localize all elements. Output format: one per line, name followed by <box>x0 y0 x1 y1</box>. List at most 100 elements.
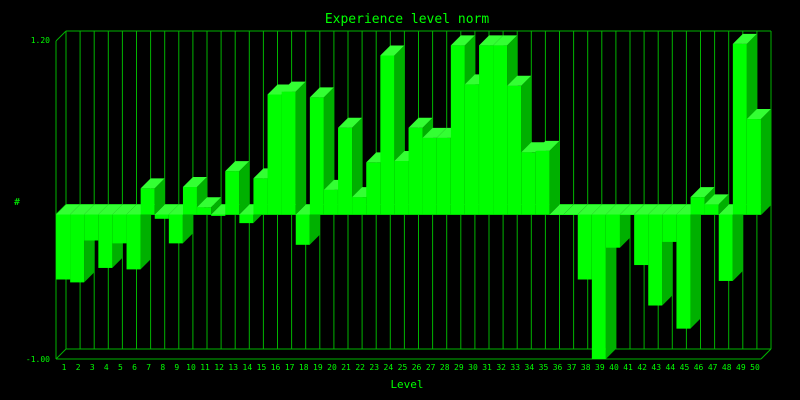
x-tick-label: 44 <box>666 363 676 372</box>
x-tick-label: 31 <box>482 363 492 372</box>
x-tick-label: 47 <box>708 363 718 372</box>
bar-front <box>366 162 381 215</box>
x-tick-label: 36 <box>553 363 563 372</box>
bar-41 <box>620 204 645 215</box>
bar-top <box>479 35 504 46</box>
bar-top <box>634 204 659 215</box>
bar-17 <box>281 81 306 215</box>
bar-front <box>591 214 606 359</box>
depth-line <box>760 204 772 215</box>
depth-line <box>55 348 67 360</box>
bar-top <box>225 161 250 172</box>
x-axis-label: Level <box>390 378 423 391</box>
bar-36 <box>549 204 574 215</box>
x-tick-label: 30 <box>468 363 478 372</box>
bar-front <box>493 45 508 215</box>
x-tick-label: 40 <box>609 363 619 372</box>
x-tick-label: 49 <box>736 363 746 372</box>
x-tick-label: 9 <box>174 363 179 372</box>
bar-50 <box>746 109 771 215</box>
bar-top <box>182 176 207 187</box>
x-tick-label: 14 <box>243 363 253 372</box>
bar-top <box>450 35 475 46</box>
bar-6 <box>126 204 151 270</box>
bar-top <box>98 204 123 215</box>
bar-front <box>140 188 155 215</box>
x-tick-label: 24 <box>384 363 394 372</box>
x-tick-label: 19 <box>313 363 323 372</box>
x-tick-label: 50 <box>750 363 760 372</box>
bar-front <box>690 197 705 215</box>
x-tick-label: 29 <box>454 363 464 372</box>
bar-front <box>70 214 85 283</box>
bar-front <box>746 119 761 215</box>
bar-front <box>211 214 226 216</box>
bar-front <box>479 45 494 215</box>
bar-top <box>732 33 757 44</box>
x-tick-label: 6 <box>132 363 137 372</box>
y-axis-label: # <box>14 197 20 208</box>
bar-side <box>309 204 320 245</box>
x-tick-label: 37 <box>567 363 577 372</box>
bar-48 <box>718 204 743 281</box>
bar-top <box>70 204 95 215</box>
x-tick-label: 1 <box>62 363 67 372</box>
bar-front <box>112 214 127 244</box>
bar-front <box>422 137 437 215</box>
x-tick-label: 20 <box>327 363 337 372</box>
x-tick-label: 3 <box>90 363 95 372</box>
bar-top <box>690 187 715 198</box>
bar-top <box>112 204 137 215</box>
y-tick-label-min: -1.00 <box>26 355 50 364</box>
bar-side <box>154 178 165 215</box>
bar-top <box>563 204 588 215</box>
bar-front <box>464 84 479 215</box>
bar-side <box>760 109 771 215</box>
x-tick-label: 22 <box>355 363 365 372</box>
x-tick-label: 35 <box>539 363 549 372</box>
x-tick-label: 8 <box>160 363 165 372</box>
bar-front <box>309 97 324 215</box>
bar-front <box>84 214 99 241</box>
bar-front <box>380 55 395 215</box>
bar-front <box>394 160 409 215</box>
bar-top <box>493 35 518 46</box>
bar-45 <box>676 204 701 329</box>
bar-top <box>56 204 81 215</box>
bar-front <box>704 204 719 215</box>
x-tick-label: 16 <box>271 363 281 372</box>
y-tick-label-max: 1.20 <box>31 36 50 45</box>
bar-front <box>521 152 536 215</box>
x-tick-label: 38 <box>581 363 591 372</box>
bar-top <box>605 204 630 215</box>
bar-top <box>197 197 222 208</box>
x-tick-label: 10 <box>186 363 196 372</box>
bar-front <box>676 214 691 329</box>
x-tick-label: 12 <box>214 363 224 372</box>
bar-front <box>577 214 592 280</box>
bar-front <box>56 214 71 280</box>
bar-35 <box>535 140 560 215</box>
bar-front <box>182 186 197 215</box>
x-tick-label: 4 <box>104 363 109 372</box>
bar-front <box>126 214 141 270</box>
x-tick-label: 46 <box>694 363 704 372</box>
bar-front <box>662 214 677 242</box>
bar-front <box>253 178 268 215</box>
bar-front <box>295 214 310 245</box>
x-tick-label: 15 <box>257 363 267 372</box>
bar-front <box>436 137 451 215</box>
x-tick-label: 32 <box>496 363 506 372</box>
bar-top <box>408 117 433 128</box>
x-tick-label: 26 <box>412 363 422 372</box>
bar-side <box>619 204 630 248</box>
x-tick-label: 45 <box>680 363 690 372</box>
bar-top <box>338 117 363 128</box>
x-tick-label: 13 <box>228 363 238 372</box>
bar-front <box>563 214 578 215</box>
bar-top <box>154 204 179 215</box>
bar-front <box>225 171 240 215</box>
bar-front <box>281 91 296 215</box>
x-tick-label: 17 <box>285 363 295 372</box>
